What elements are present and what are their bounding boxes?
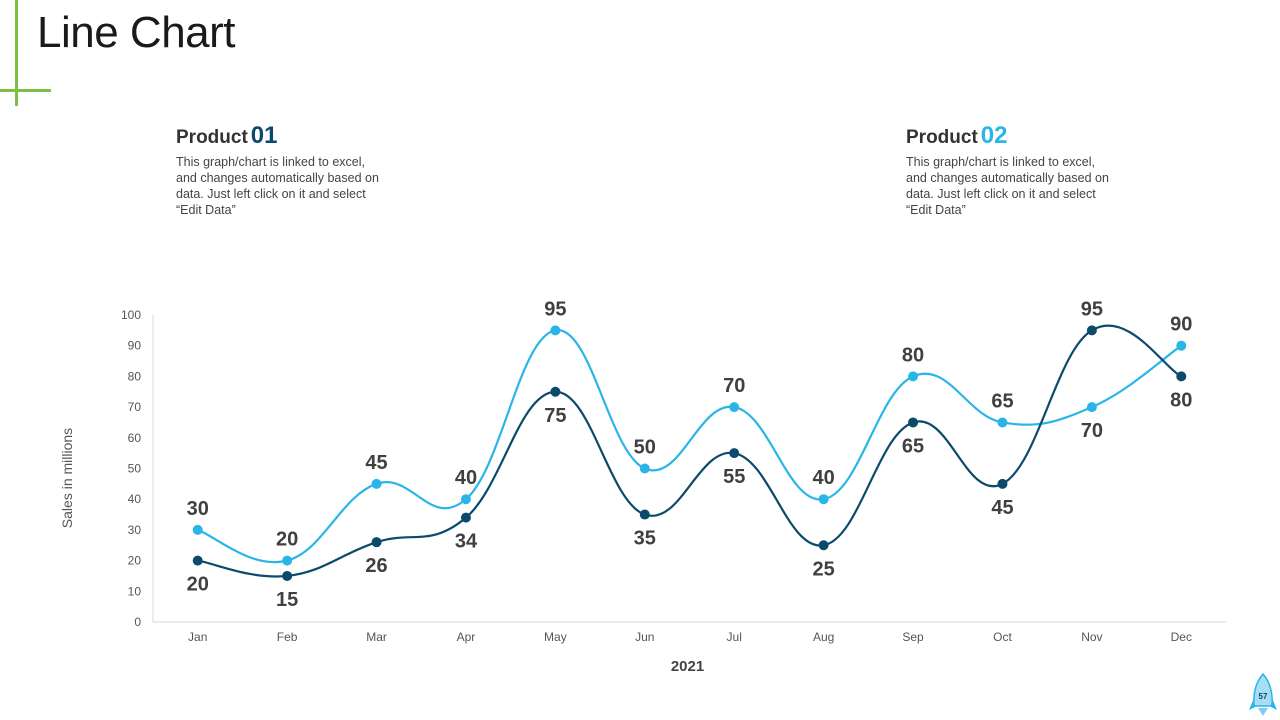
series-2-data-label: 65 xyxy=(991,390,1013,412)
series-1-data-label: 25 xyxy=(813,558,835,580)
product-02-number: 02 xyxy=(980,122,1008,149)
product-02-description: This graph/chart is linked to excel, and… xyxy=(906,155,1109,217)
product-02-title: Product 02 xyxy=(906,122,1116,150)
series-1-point xyxy=(908,417,919,428)
page-number: 57 xyxy=(1258,692,1268,701)
series-2-data-label: 70 xyxy=(723,375,745,397)
y-tick-label: 80 xyxy=(128,369,142,383)
series-1-data-label: 95 xyxy=(1081,298,1103,320)
series-2-data-label: 95 xyxy=(544,298,566,320)
series-1-point xyxy=(192,555,203,566)
series-2-point xyxy=(192,524,203,535)
y-tick-label: 70 xyxy=(128,400,142,414)
series-1-data-label: 26 xyxy=(365,555,387,577)
product-01-number: 01 xyxy=(250,122,278,149)
x-tick-label: Jan xyxy=(188,630,207,644)
series-1-point xyxy=(1086,325,1097,336)
series-1-point xyxy=(639,509,650,520)
series-2-data-label: 45 xyxy=(365,452,387,474)
series-2-data-label: 40 xyxy=(455,467,477,489)
product-01-name: Product xyxy=(176,127,248,148)
series-1-data-label: 55 xyxy=(723,466,745,488)
y-tick-label: 10 xyxy=(128,584,142,598)
series-2-point xyxy=(639,463,650,474)
series-2-point xyxy=(1086,402,1097,413)
series-2-point xyxy=(460,494,471,505)
product-02-name: Product xyxy=(906,127,978,148)
series-1-data-label: 75 xyxy=(544,405,566,427)
x-tick-label: Jul xyxy=(727,630,742,644)
series-2-data-label: 80 xyxy=(902,344,924,366)
series-1-point xyxy=(818,540,829,551)
x-tick-label: Nov xyxy=(1081,630,1102,644)
series-1-point xyxy=(371,537,382,548)
series-2-point xyxy=(908,371,919,382)
y-tick-label: 100 xyxy=(121,308,141,322)
series-1-data-label: 45 xyxy=(991,497,1013,519)
series-2-data-label: 50 xyxy=(634,437,656,459)
series-1-point xyxy=(729,448,740,459)
series-2-point xyxy=(818,494,829,505)
y-tick-label: 90 xyxy=(128,339,142,353)
page-title: Line Chart xyxy=(37,8,236,57)
x-axis-label: 2021 xyxy=(671,658,704,675)
series-2-point xyxy=(282,555,293,566)
y-tick-label: 40 xyxy=(128,492,142,506)
x-tick-label: Aug xyxy=(813,630,834,644)
x-tick-label: Sep xyxy=(902,630,924,644)
y-tick-label: 50 xyxy=(128,462,142,476)
series-1-point xyxy=(997,478,1008,489)
series-2-data-label: 20 xyxy=(276,529,298,551)
series-1-point xyxy=(550,386,561,397)
product-02-block: Product 02 This graph/chart is linked to … xyxy=(906,122,1116,218)
x-tick-label: Jun xyxy=(635,630,654,644)
series-line-2 xyxy=(197,329,1182,564)
x-tick-label: Mar xyxy=(366,630,387,644)
x-tick-label: May xyxy=(544,630,567,644)
y-tick-label: 20 xyxy=(128,554,142,568)
x-tick-label: Apr xyxy=(457,630,476,644)
y-tick-label: 0 xyxy=(134,615,141,629)
series-2-point xyxy=(371,478,382,489)
series-2-point xyxy=(997,417,1008,428)
series-1-data-label: 35 xyxy=(634,528,656,550)
series-1-data-label: 34 xyxy=(455,531,478,553)
rocket-icon xyxy=(1249,672,1277,716)
series-1-point xyxy=(1176,371,1187,382)
series-1-point xyxy=(460,512,471,523)
series-1-data-label: 20 xyxy=(187,574,209,596)
accent-line-horizontal xyxy=(0,89,51,92)
y-axis-label: Sales in millions xyxy=(59,427,75,529)
product-01-title: Product 01 xyxy=(176,122,386,150)
series-1-data-label: 80 xyxy=(1170,389,1192,411)
y-tick-label: 60 xyxy=(128,431,142,445)
series-2-data-label: 70 xyxy=(1081,420,1103,442)
series-2-point xyxy=(729,402,740,413)
series-2-point xyxy=(550,325,561,336)
y-tick-label: 30 xyxy=(128,523,142,537)
product-01-description: This graph/chart is linked to excel, and… xyxy=(176,155,379,217)
product-01-block: Product 01 This graph/chart is linked to … xyxy=(176,122,386,218)
series-2-data-label: 90 xyxy=(1170,314,1192,336)
series-2-data-label: 40 xyxy=(813,467,835,489)
series-1-data-label: 15 xyxy=(276,589,298,611)
x-tick-label: Dec xyxy=(1171,630,1192,644)
x-tick-label: Oct xyxy=(993,630,1012,644)
series-1-data-label: 65 xyxy=(902,435,924,457)
x-tick-label: Feb xyxy=(277,630,298,644)
series-line-1 xyxy=(197,324,1182,578)
series-1-point xyxy=(282,570,293,581)
series-2-data-label: 30 xyxy=(187,498,209,520)
accent-line-vertical xyxy=(15,0,18,106)
series-2-point xyxy=(1176,340,1187,351)
